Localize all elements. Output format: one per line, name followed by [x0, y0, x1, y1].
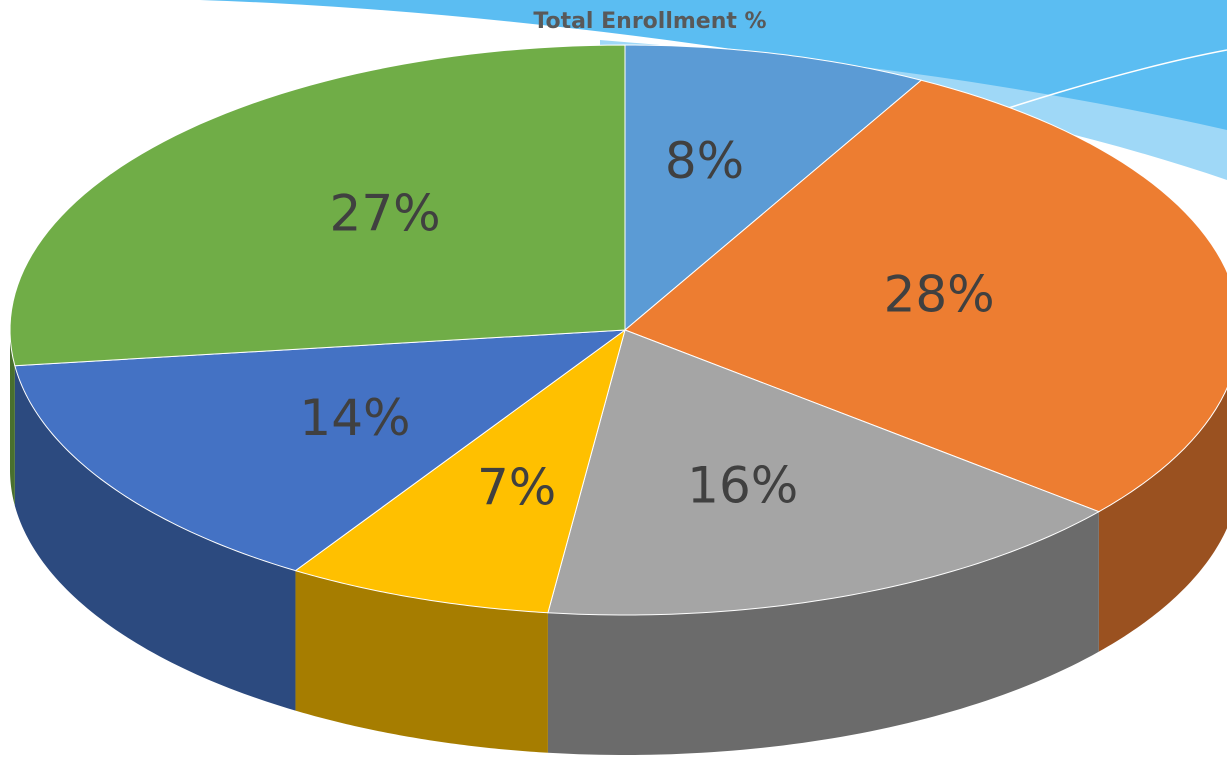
slice: [10, 45, 625, 366]
chart-title: Total Enrollment %: [533, 9, 766, 34]
data-label: 14%: [299, 389, 410, 447]
chart: 8% 28% 16% 7% 14% 27% Total Enrollment %: [0, 0, 1227, 763]
pie: 8% 28% 16% 7% 14% 27%: [10, 45, 1227, 755]
data-label: 7%: [477, 458, 556, 516]
page: 8%28%16%7%14%27% Total Enrollment % (() …: [0, 0, 1227, 763]
top-faces: [10, 45, 1227, 615]
data-label: 27%: [330, 184, 441, 242]
data-label: 16%: [687, 456, 798, 514]
data-label: 28%: [884, 265, 995, 323]
data-label: 8%: [665, 132, 744, 190]
